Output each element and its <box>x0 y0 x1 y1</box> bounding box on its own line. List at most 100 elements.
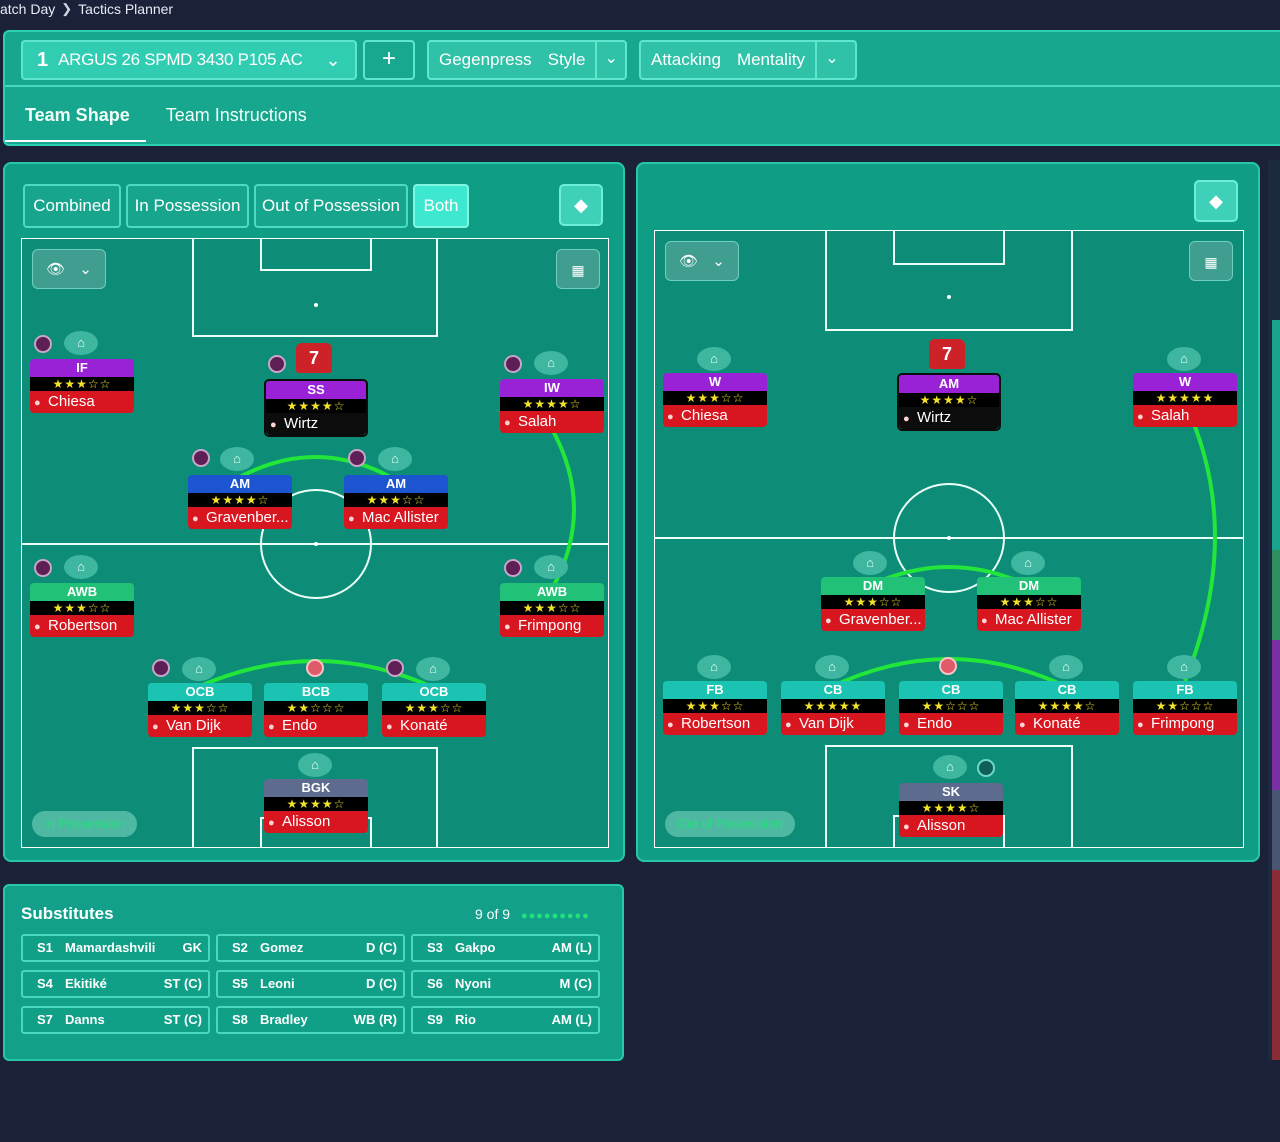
player-card[interactable]: W ★★★☆☆ ● Chiesa <box>663 373 767 427</box>
diamond-icon[interactable]: ◆ <box>1194 180 1238 222</box>
player-card[interactable]: SS ★★★★☆ ● Wirtz <box>264 379 368 437</box>
grid-icon[interactable]: ▦ <box>1189 241 1233 281</box>
diamond-icon[interactable]: ◆ <box>559 184 603 226</box>
substitute-row[interactable]: S9 Rio AM (L) <box>411 1006 600 1034</box>
style-value: Gegenpress <box>439 50 532 69</box>
sub-position: D (C) <box>365 976 397 991</box>
player-card[interactable]: AWB ★★★☆☆ ● Robertson <box>30 583 134 637</box>
player-card[interactable]: AM ★★★★☆ ● Wirtz <box>897 373 1001 431</box>
player-role: FB <box>663 681 767 699</box>
player-role: SK <box>899 783 1003 801</box>
centre-circle <box>260 489 372 599</box>
player-stars: ★★☆☆☆ <box>264 701 368 715</box>
player-name-row: ● Endo <box>899 713 1003 735</box>
substitute-row[interactable]: S1 Mamardashvili GK <box>21 934 210 962</box>
eye-icon: 👁 <box>679 253 699 270</box>
player-role: DM <box>821 577 925 595</box>
player-card[interactable]: AM ★★★☆☆ ● Mac Allister <box>344 475 448 529</box>
substitute-row[interactable]: S4 Ekitiké ST (C) <box>21 970 210 998</box>
add-tactic-button[interactable]: + <box>363 40 415 80</box>
player-card[interactable]: DM ★★★☆☆ ● Gravenber... <box>821 577 925 631</box>
substitute-row[interactable]: S5 Leoni D (C) <box>216 970 405 998</box>
role-icon: ⌂ <box>416 657 450 681</box>
player-card[interactable]: FB ★★☆☆☆ ● Frimpong <box>1133 681 1237 735</box>
chevron-down-icon[interactable]: ⌄ <box>814 42 847 78</box>
player-card[interactable]: FB ★★★☆☆ ● Robertson <box>663 681 767 735</box>
view-options-button[interactable]: 👁 ⌄ <box>665 241 739 281</box>
sub-slot: S5 <box>232 976 248 991</box>
player-name-row: ● Konaté <box>1015 713 1119 735</box>
divider <box>5 85 1280 87</box>
player-role: AM <box>899 375 999 393</box>
player-card[interactable]: IW ★★★★☆ ● Salah <box>500 379 604 433</box>
player-card[interactable]: AWB ★★★☆☆ ● Frimpong <box>500 583 604 637</box>
player-card[interactable]: CB ★★★★★ ● Van Dijk <box>781 681 885 735</box>
substitute-row[interactable]: S2 Gomez D (C) <box>216 934 405 962</box>
penalty-spot <box>314 303 318 307</box>
player-card[interactable]: BCB ★★☆☆☆ ● Endo <box>264 683 368 737</box>
substitute-row[interactable]: S7 Danns ST (C) <box>21 1006 210 1034</box>
substitute-row[interactable]: S8 Bradley WB (R) <box>216 1006 405 1034</box>
player-stars: ★★★☆☆ <box>500 601 604 615</box>
role-icon: ⌂ <box>182 657 216 681</box>
player-card[interactable]: DM ★★★☆☆ ● Mac Allister <box>977 577 1081 631</box>
player-card[interactable]: OCB ★★★☆☆ ● Konaté <box>382 683 486 737</box>
player-name-row: ● Frimpong <box>500 615 604 637</box>
chevron-right-icon: ❯ <box>61 1 73 16</box>
player-badge <box>34 335 52 353</box>
role-icon: ⌂ <box>298 753 332 777</box>
person-icon: ● <box>825 615 832 627</box>
player-name-row: ● Robertson <box>663 713 767 735</box>
phase-tab-in-possession[interactable]: In Possession <box>126 184 249 228</box>
player-card[interactable]: CB ★★★★☆ ● Konaté <box>1015 681 1119 735</box>
tactic-header: 1 ARGUS 26 SPMD 3430 P105 AC ⌄ + Gegenpr… <box>3 30 1280 146</box>
player-card[interactable]: CB ★★☆☆☆ ● Endo <box>899 681 1003 735</box>
player-badge <box>504 559 522 577</box>
player-role: AM <box>188 475 292 493</box>
breadcrumb-item-match-day[interactable]: atch Day <box>0 1 56 17</box>
phase-tab-both[interactable]: Both <box>413 184 469 228</box>
player-card[interactable]: OCB ★★★☆☆ ● Van Dijk <box>148 683 252 737</box>
player-name-row: ● Salah <box>1133 405 1237 427</box>
player-role: CB <box>1015 681 1119 699</box>
player-name-row: ● Endo <box>264 715 368 737</box>
person-icon: ● <box>1137 719 1144 731</box>
player-card[interactable]: AM ★★★★☆ ● Gravenber... <box>188 475 292 529</box>
role-icon: ⌂ <box>697 655 731 679</box>
player-name: Mac Allister <box>362 509 439 526</box>
player-card[interactable]: SK ★★★★☆ ● Alisson <box>899 783 1003 837</box>
phase-tab-combined[interactable]: Combined <box>23 184 121 228</box>
eye-icon: 👁 <box>46 261 66 278</box>
role-icon: ⌂ <box>697 347 731 371</box>
person-icon: ● <box>34 621 41 633</box>
sub-slot: S6 <box>427 976 443 991</box>
chevron-down-icon[interactable]: ⌄ <box>595 42 625 78</box>
player-card[interactable]: BGK ★★★★☆ ● Alisson <box>264 779 368 833</box>
substitutes-panel: Substitutes 9 of 9 ●●●●●●●●● S1 Mamardas… <box>3 884 624 1061</box>
tab-team-shape[interactable]: Team Shape <box>5 90 146 142</box>
shirt-icon: 7 <box>929 339 965 369</box>
player-name-row: ● Konaté <box>382 715 486 737</box>
player-role: BGK <box>264 779 368 797</box>
player-card[interactable]: W ★★★★★ ● Salah <box>1133 373 1237 427</box>
player-name-row: ● Chiesa <box>663 405 767 427</box>
sub-position: ST (C) <box>163 976 202 991</box>
breadcrumb: atch Day ❯ Tactics Planner <box>0 0 173 18</box>
player-name-row: ● Wirtz <box>266 413 366 435</box>
substitute-row[interactable]: S6 Nyoni M (C) <box>411 970 600 998</box>
player-card[interactable]: IF ★★★☆☆ ● Chiesa <box>30 359 134 413</box>
mentality-selector[interactable]: Attacking Mentality ⌄ <box>639 40 857 80</box>
player-stars: ★★★☆☆ <box>663 699 767 713</box>
tactic-selector[interactable]: 1 ARGUS 26 SPMD 3430 P105 AC ⌄ <box>21 40 357 80</box>
view-options-button[interactable]: 👁 ⌄ <box>32 249 106 289</box>
phase-tab-out-of-possession[interactable]: Out of Possession <box>254 184 408 228</box>
sub-position: ST (C) <box>163 1012 202 1027</box>
goal-area-top <box>260 239 372 271</box>
tab-team-instructions[interactable]: Team Instructions <box>165 105 307 125</box>
substitute-row[interactable]: S3 Gakpo AM (L) <box>411 934 600 962</box>
grid-icon[interactable]: ▦ <box>556 249 600 289</box>
player-name: Konaté <box>400 717 448 734</box>
player-stars: ★★☆☆☆ <box>1133 699 1237 713</box>
player-badge <box>977 759 995 777</box>
style-selector[interactable]: Gegenpress Style ⌄ <box>427 40 627 80</box>
